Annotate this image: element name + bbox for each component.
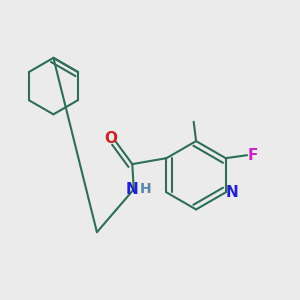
Text: H: H — [139, 182, 151, 196]
Text: N: N — [126, 182, 139, 197]
Text: F: F — [247, 148, 258, 163]
Text: O: O — [104, 131, 117, 146]
Text: N: N — [226, 185, 239, 200]
